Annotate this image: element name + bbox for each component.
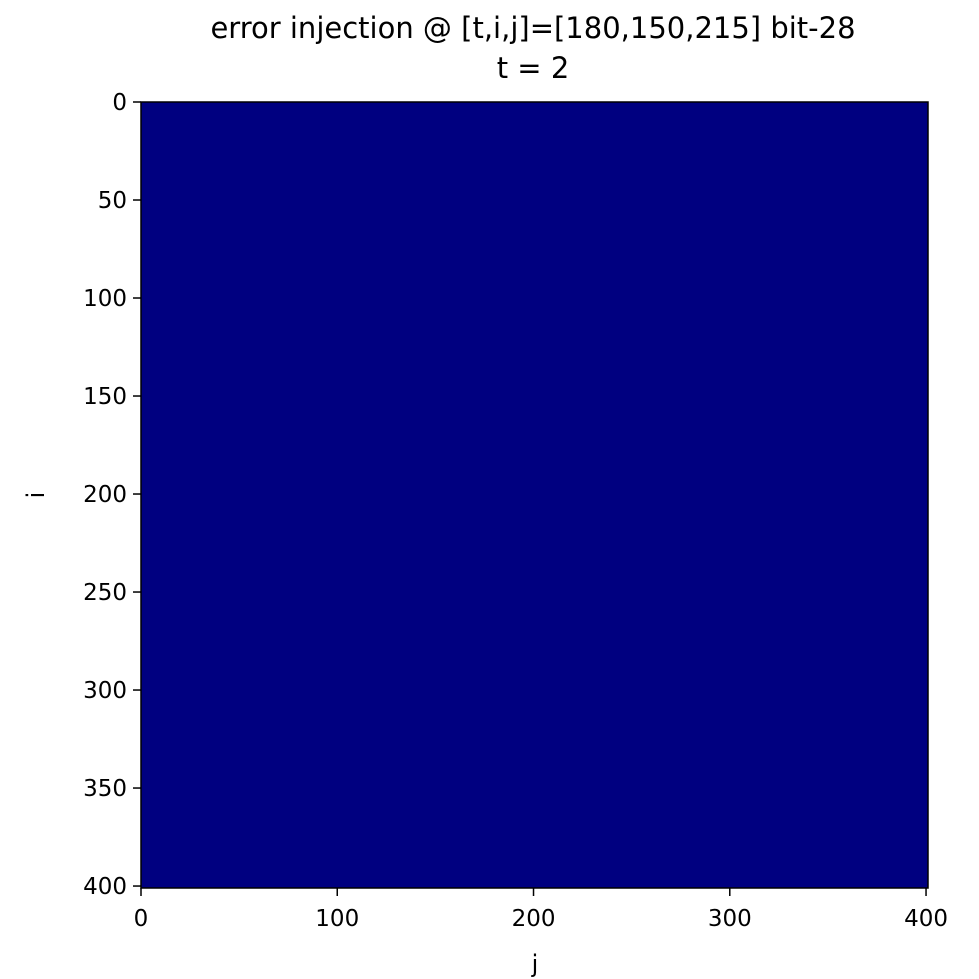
y-tick-label: 50	[98, 188, 127, 214]
y-tick-label: 200	[83, 482, 127, 508]
chart-subtitle: t = 2	[497, 51, 570, 85]
chart-title: error injection @ [t,i,j]=[180,150,215] …	[210, 11, 855, 45]
y-axis-label: i	[22, 492, 50, 499]
x-axis-label: j	[531, 950, 539, 978]
plot-frame	[140, 101, 929, 889]
y-tick-label: 350	[83, 776, 127, 802]
x-tick-label: 400	[904, 906, 948, 932]
y-tick-label: 300	[83, 678, 127, 704]
y-tick-label: 0	[112, 90, 127, 116]
x-tick-label: 300	[708, 906, 752, 932]
y-tick-label: 150	[83, 384, 127, 410]
x-tick-label: 0	[134, 906, 149, 932]
y-axis: 0 50 100 150 200 250 300 350 400	[83, 90, 141, 900]
y-tick-label: 100	[83, 286, 127, 312]
heatmap-area	[141, 102, 928, 888]
y-tick-label: 400	[83, 874, 127, 900]
x-tick-label: 100	[315, 906, 359, 932]
x-axis: 0 100 200 300 400	[134, 888, 948, 932]
x-tick-label: 200	[512, 906, 556, 932]
y-tick-label: 250	[83, 580, 127, 606]
